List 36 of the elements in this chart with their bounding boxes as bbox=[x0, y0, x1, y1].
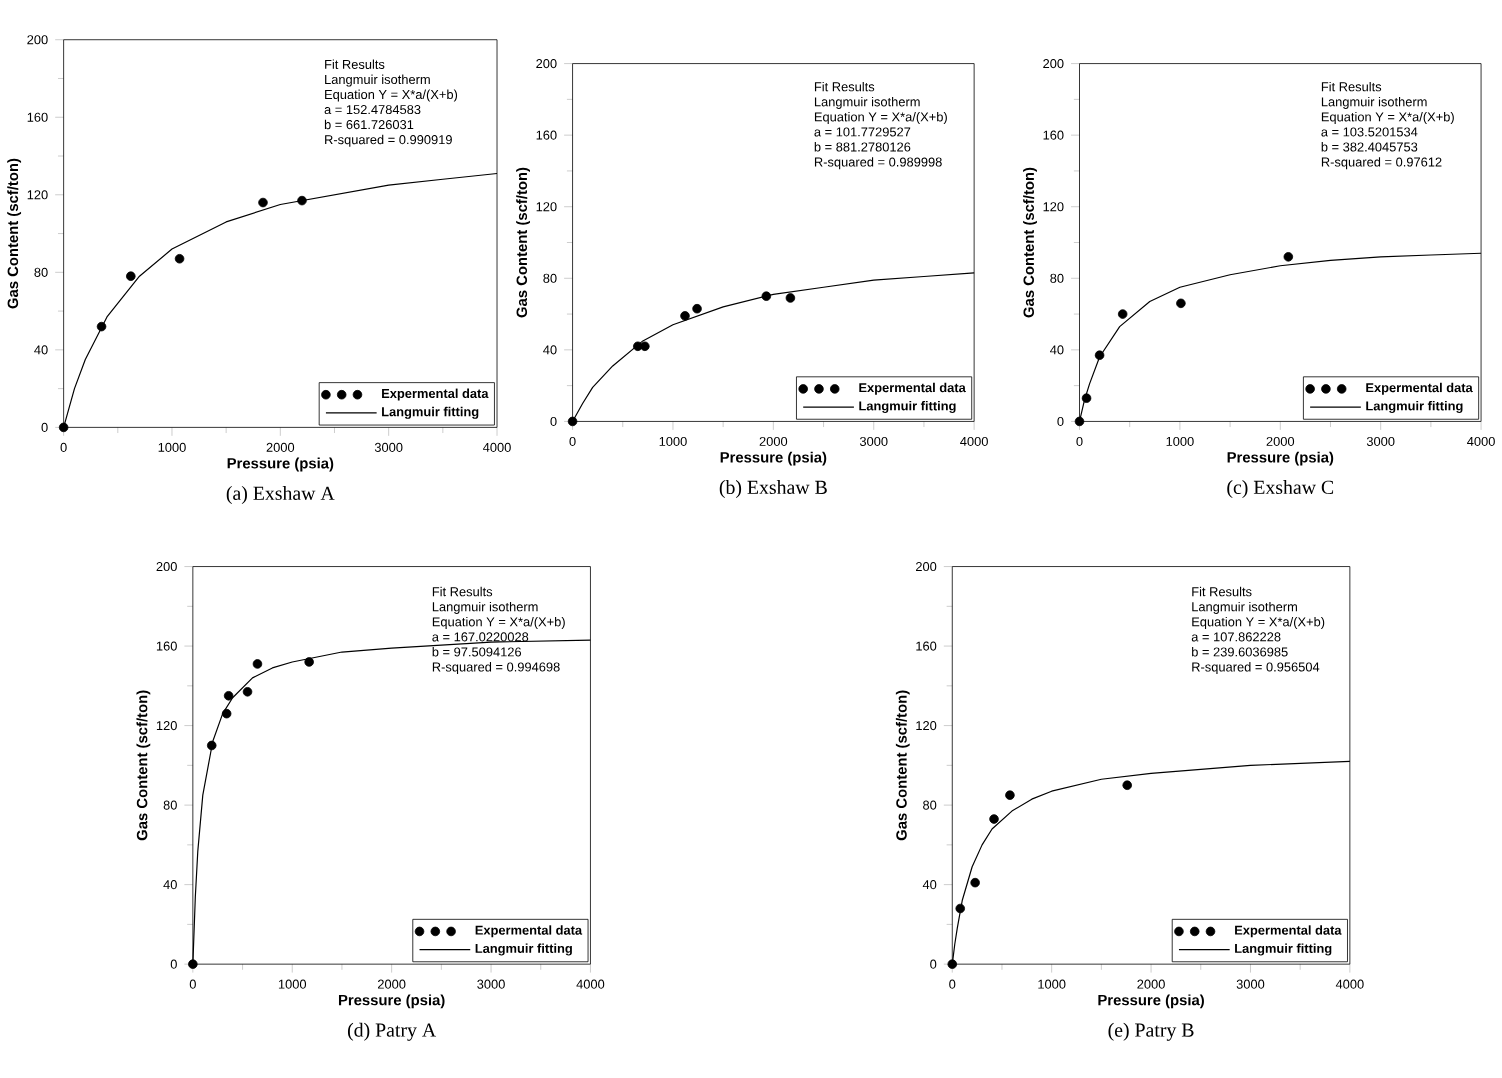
point bbox=[947, 959, 958, 970]
point bbox=[970, 878, 980, 888]
point bbox=[96, 322, 107, 332]
point bbox=[297, 196, 307, 206]
point bbox=[1081, 393, 1092, 404]
point bbox=[1074, 416, 1085, 427]
point bbox=[1117, 309, 1128, 320]
point bbox=[1094, 350, 1105, 361]
text: (c) Exshaw C bbox=[1227, 480, 1334, 499]
point bbox=[955, 903, 965, 914]
point bbox=[242, 687, 253, 697]
point bbox=[304, 657, 314, 667]
point bbox=[221, 709, 232, 719]
text: (a) Exshaw A bbox=[226, 486, 335, 505]
point bbox=[1176, 298, 1186, 309]
point bbox=[1283, 252, 1294, 262]
point bbox=[1005, 790, 1015, 801]
point bbox=[258, 198, 268, 208]
point bbox=[223, 691, 234, 701]
point bbox=[640, 341, 650, 352]
text: (e) Patry B bbox=[1108, 1023, 1194, 1042]
point bbox=[188, 959, 198, 970]
text: (d) Patry A bbox=[347, 1023, 437, 1042]
point bbox=[58, 422, 69, 433]
point bbox=[126, 271, 136, 282]
point bbox=[252, 659, 263, 669]
point bbox=[989, 814, 999, 825]
point bbox=[567, 416, 578, 427]
text: (b) Exshaw B bbox=[719, 480, 827, 499]
point bbox=[1122, 780, 1132, 791]
point bbox=[680, 311, 690, 321]
point bbox=[692, 304, 702, 314]
point bbox=[174, 254, 185, 264]
point bbox=[206, 740, 217, 751]
point bbox=[761, 291, 772, 302]
point bbox=[785, 293, 796, 303]
